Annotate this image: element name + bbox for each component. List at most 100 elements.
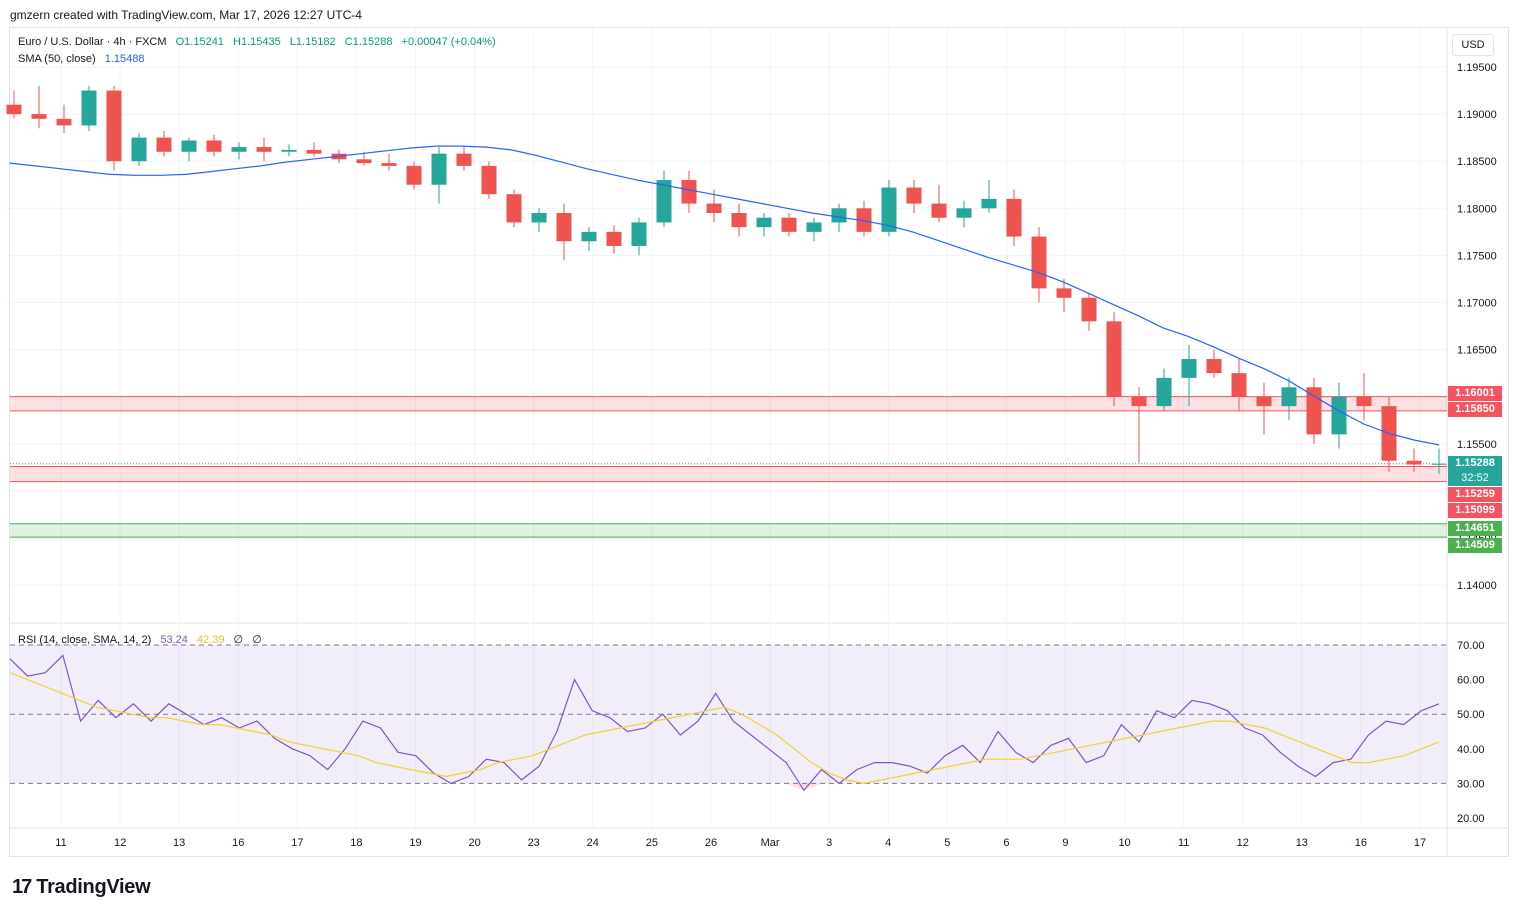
candle-body <box>381 163 397 166</box>
time-tick-label: 9 <box>1062 837 1068 849</box>
price-tick-label: 1.16500 <box>1457 345 1497 357</box>
candle-body <box>906 187 922 204</box>
candle-body <box>131 137 147 162</box>
price-tag-zone2-bottom: 1.15099 <box>1448 503 1502 518</box>
candle-body <box>531 213 547 223</box>
rsi-tick-label: 30.00 <box>1457 778 1485 790</box>
candle-body <box>581 231 597 242</box>
support-zone <box>10 523 1447 538</box>
time-tick-label: 13 <box>1296 837 1308 849</box>
candle-body <box>731 213 747 228</box>
time-tick-label: 16 <box>232 837 244 849</box>
rsi-tick-label: 60.00 <box>1457 675 1485 687</box>
candle-body <box>1431 463 1447 465</box>
time-tick-label: 11 <box>1178 837 1189 849</box>
price-tag-resistance-bottom: 1.15850 <box>1448 402 1502 417</box>
candle-body <box>1281 387 1297 407</box>
time-tick-label: 20 <box>468 837 480 849</box>
rsi-tick-label: 70.00 <box>1457 640 1485 652</box>
candle-body <box>1106 321 1122 397</box>
candle-body <box>1356 396 1372 407</box>
rsi-oversold-fill <box>786 783 822 791</box>
price-tick-label: 1.19500 <box>1457 62 1497 74</box>
change-value: +0.00047 (+0.04%) <box>401 36 496 48</box>
candle-body <box>181 140 197 152</box>
candle-body <box>756 217 772 228</box>
rsi-tick-label: 40.00 <box>1457 744 1485 756</box>
candle-body <box>1056 288 1072 298</box>
time-tick-label: 24 <box>587 837 599 849</box>
time-tick-label: 10 <box>1118 837 1130 849</box>
price-tick-label: 1.17500 <box>1457 250 1497 262</box>
brand-text: TradingView <box>36 876 151 898</box>
candle-body <box>1231 373 1247 397</box>
candle-body <box>806 222 822 232</box>
candle-body <box>231 147 247 152</box>
time-tick-label: 4 <box>885 837 891 849</box>
candle-body <box>356 159 372 164</box>
candle-body <box>1006 198 1022 237</box>
chart-frame <box>9 27 1509 857</box>
rsi-tick-label: 20.00 <box>1457 813 1485 825</box>
candle-body <box>31 114 47 119</box>
time-tick-label: 17 <box>1414 837 1426 849</box>
candle-body <box>606 231 622 246</box>
time-tick-label: Mar <box>761 837 780 849</box>
time-tick-label: 23 <box>528 837 540 849</box>
price-tag-resistance-top: 1.16001 <box>1448 386 1502 401</box>
currency-button[interactable]: USD <box>1452 34 1494 56</box>
close-value: C1.15288 <box>344 36 393 48</box>
candle-body <box>81 90 97 126</box>
time-tick-label: 3 <box>826 837 832 849</box>
time-tick-label: 13 <box>173 837 185 849</box>
time-tick-label: 6 <box>1003 837 1009 849</box>
price-legend: Euro / U.S. Dollar · 4h · FXCM O1.15241 … <box>18 36 502 48</box>
candle-body <box>1081 297 1097 322</box>
time-tick-label: 26 <box>705 837 717 849</box>
candle-body <box>206 140 222 152</box>
sma-label: SMA (50, close) <box>18 53 96 65</box>
rsi-sma-line <box>9 672 1440 785</box>
candle-body <box>1331 396 1347 435</box>
candle-body <box>481 165 497 195</box>
price-tick-label: 1.18000 <box>1457 203 1497 215</box>
price-tag-support-bottom: 1.14509 <box>1448 538 1502 553</box>
open-value: O1.15241 <box>175 36 224 48</box>
price-tick-label: 1.15500 <box>1457 439 1497 451</box>
price-tick-label: 1.18500 <box>1457 156 1497 168</box>
time-tick-label: 11 <box>55 837 66 849</box>
candle-body <box>981 198 997 209</box>
time-tick-label: 25 <box>646 837 658 849</box>
time-tick-label: 16 <box>1355 837 1367 849</box>
candle-body <box>831 208 847 223</box>
sma-legend[interactable]: SMA (50, close) 1.15488 <box>18 53 150 65</box>
candle-body <box>506 194 522 223</box>
candle-body <box>6 104 22 115</box>
candle-body <box>431 153 447 185</box>
tradingview-logo[interactable]: 17 TradingView <box>12 876 151 899</box>
rsi-sma-value: 42.39 <box>196 634 225 646</box>
price-tick-label: 1.19000 <box>1457 109 1497 121</box>
candle-body <box>1131 396 1147 407</box>
rsi-legend[interactable]: RSI (14, close, SMA, 14, 2) 53.24 42.39 … <box>18 633 268 646</box>
candle-body <box>931 203 947 218</box>
candle-body <box>56 118 72 126</box>
chart-credit: gmzern created with TradingView.com, Mar… <box>10 8 362 22</box>
candle-body <box>631 222 647 246</box>
countdown-tag: 32:52 <box>1448 471 1502 486</box>
rsi-value: 53.24 <box>160 634 188 646</box>
time-tick-label: 12 <box>114 837 126 849</box>
candle-body <box>881 187 897 232</box>
candle-body <box>956 208 972 218</box>
candle-body <box>1181 359 1197 378</box>
price-tag-zone2-top: 1.15259 <box>1448 487 1502 502</box>
symbol-label[interactable]: Euro / U.S. Dollar · 4h · FXCM <box>18 36 167 48</box>
resistance-zone <box>10 396 1447 411</box>
price-tick-label: 1.14000 <box>1457 580 1497 592</box>
time-tick-label: 19 <box>409 837 421 849</box>
candle-body <box>656 180 672 223</box>
candle-body <box>306 149 322 154</box>
time-tick-label: 18 <box>350 837 362 849</box>
candle-body <box>706 203 722 214</box>
